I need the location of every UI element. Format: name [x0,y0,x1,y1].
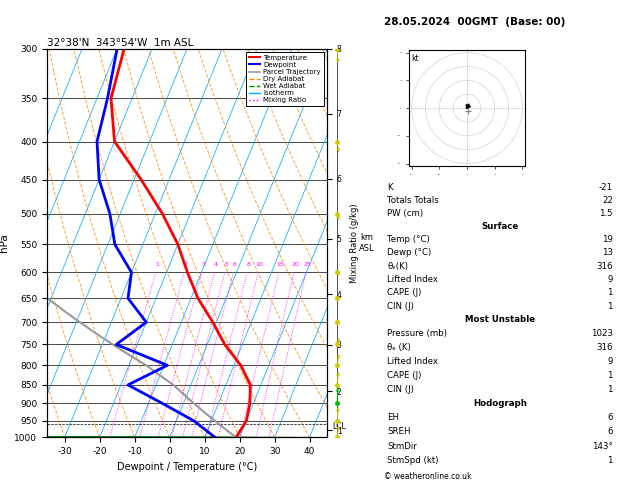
Text: 4: 4 [214,262,218,267]
Legend: Temperature, Dewpoint, Parcel Trajectory, Dry Adiabat, Wet Adiabat, Isotherm, Mi: Temperature, Dewpoint, Parcel Trajectory… [246,52,323,106]
Text: 5: 5 [225,262,228,267]
Text: 8: 8 [247,262,250,267]
Text: 6: 6 [608,413,613,422]
Text: 1: 1 [608,384,613,394]
Text: 1: 1 [608,289,613,297]
X-axis label: Dewpoint / Temperature (°C): Dewpoint / Temperature (°C) [117,462,257,472]
Text: StmSpd (kt): StmSpd (kt) [387,456,438,465]
Text: 20: 20 [291,262,299,267]
Text: 1: 1 [155,262,159,267]
Text: 1: 1 [608,302,613,311]
Text: 9: 9 [608,275,613,284]
Text: EH: EH [387,413,399,422]
Text: 25: 25 [303,262,311,267]
Text: 1.5: 1.5 [599,209,613,218]
Text: Dewp (°C): Dewp (°C) [387,248,431,258]
Text: θₑ(K): θₑ(K) [387,262,408,271]
Text: CAPE (J): CAPE (J) [387,371,421,380]
Text: Pressure (mb): Pressure (mb) [387,329,447,338]
Text: CIN (J): CIN (J) [387,302,414,311]
Text: 1023: 1023 [591,329,613,338]
Text: Most Unstable: Most Unstable [465,315,535,325]
Text: Totals Totals: Totals Totals [387,196,439,205]
Text: K: K [387,183,393,192]
Text: 316: 316 [596,262,613,271]
Text: 28.05.2024  00GMT  (Base: 00): 28.05.2024 00GMT (Base: 00) [384,17,565,27]
Text: PW (cm): PW (cm) [387,209,423,218]
Text: 9: 9 [608,357,613,366]
Text: StmDir: StmDir [387,442,417,451]
Y-axis label: hPa: hPa [0,234,9,252]
Text: 22: 22 [602,196,613,205]
Text: θₑ (K): θₑ (K) [387,343,411,352]
Text: Surface: Surface [481,222,519,231]
Text: Lifted Index: Lifted Index [387,357,438,366]
Text: 6: 6 [233,262,237,267]
Text: 3: 3 [201,262,205,267]
Text: -21: -21 [599,183,613,192]
Text: Mixing Ratio (g/kg): Mixing Ratio (g/kg) [350,203,359,283]
Text: 32°38'N  343°54'W  1m ASL: 32°38'N 343°54'W 1m ASL [47,38,194,48]
Text: LCL: LCL [333,422,347,431]
Text: CIN (J): CIN (J) [387,384,414,394]
Text: CAPE (J): CAPE (J) [387,289,421,297]
Text: 316: 316 [596,343,613,352]
Text: Lifted Index: Lifted Index [387,275,438,284]
Text: 10: 10 [255,262,264,267]
Text: Temp (°C): Temp (°C) [387,235,430,244]
Text: 19: 19 [602,235,613,244]
Text: 2: 2 [184,262,187,267]
Text: © weatheronline.co.uk: © weatheronline.co.uk [384,472,471,481]
Text: SREH: SREH [387,427,411,436]
Text: kt: kt [411,54,420,63]
Y-axis label: km
ASL: km ASL [359,233,374,253]
Text: 13: 13 [602,248,613,258]
Text: 1: 1 [608,371,613,380]
Text: 143°: 143° [592,442,613,451]
Text: 15: 15 [276,262,284,267]
Text: 1: 1 [608,456,613,465]
Text: 6: 6 [608,427,613,436]
Text: Hodograph: Hodograph [473,399,527,408]
